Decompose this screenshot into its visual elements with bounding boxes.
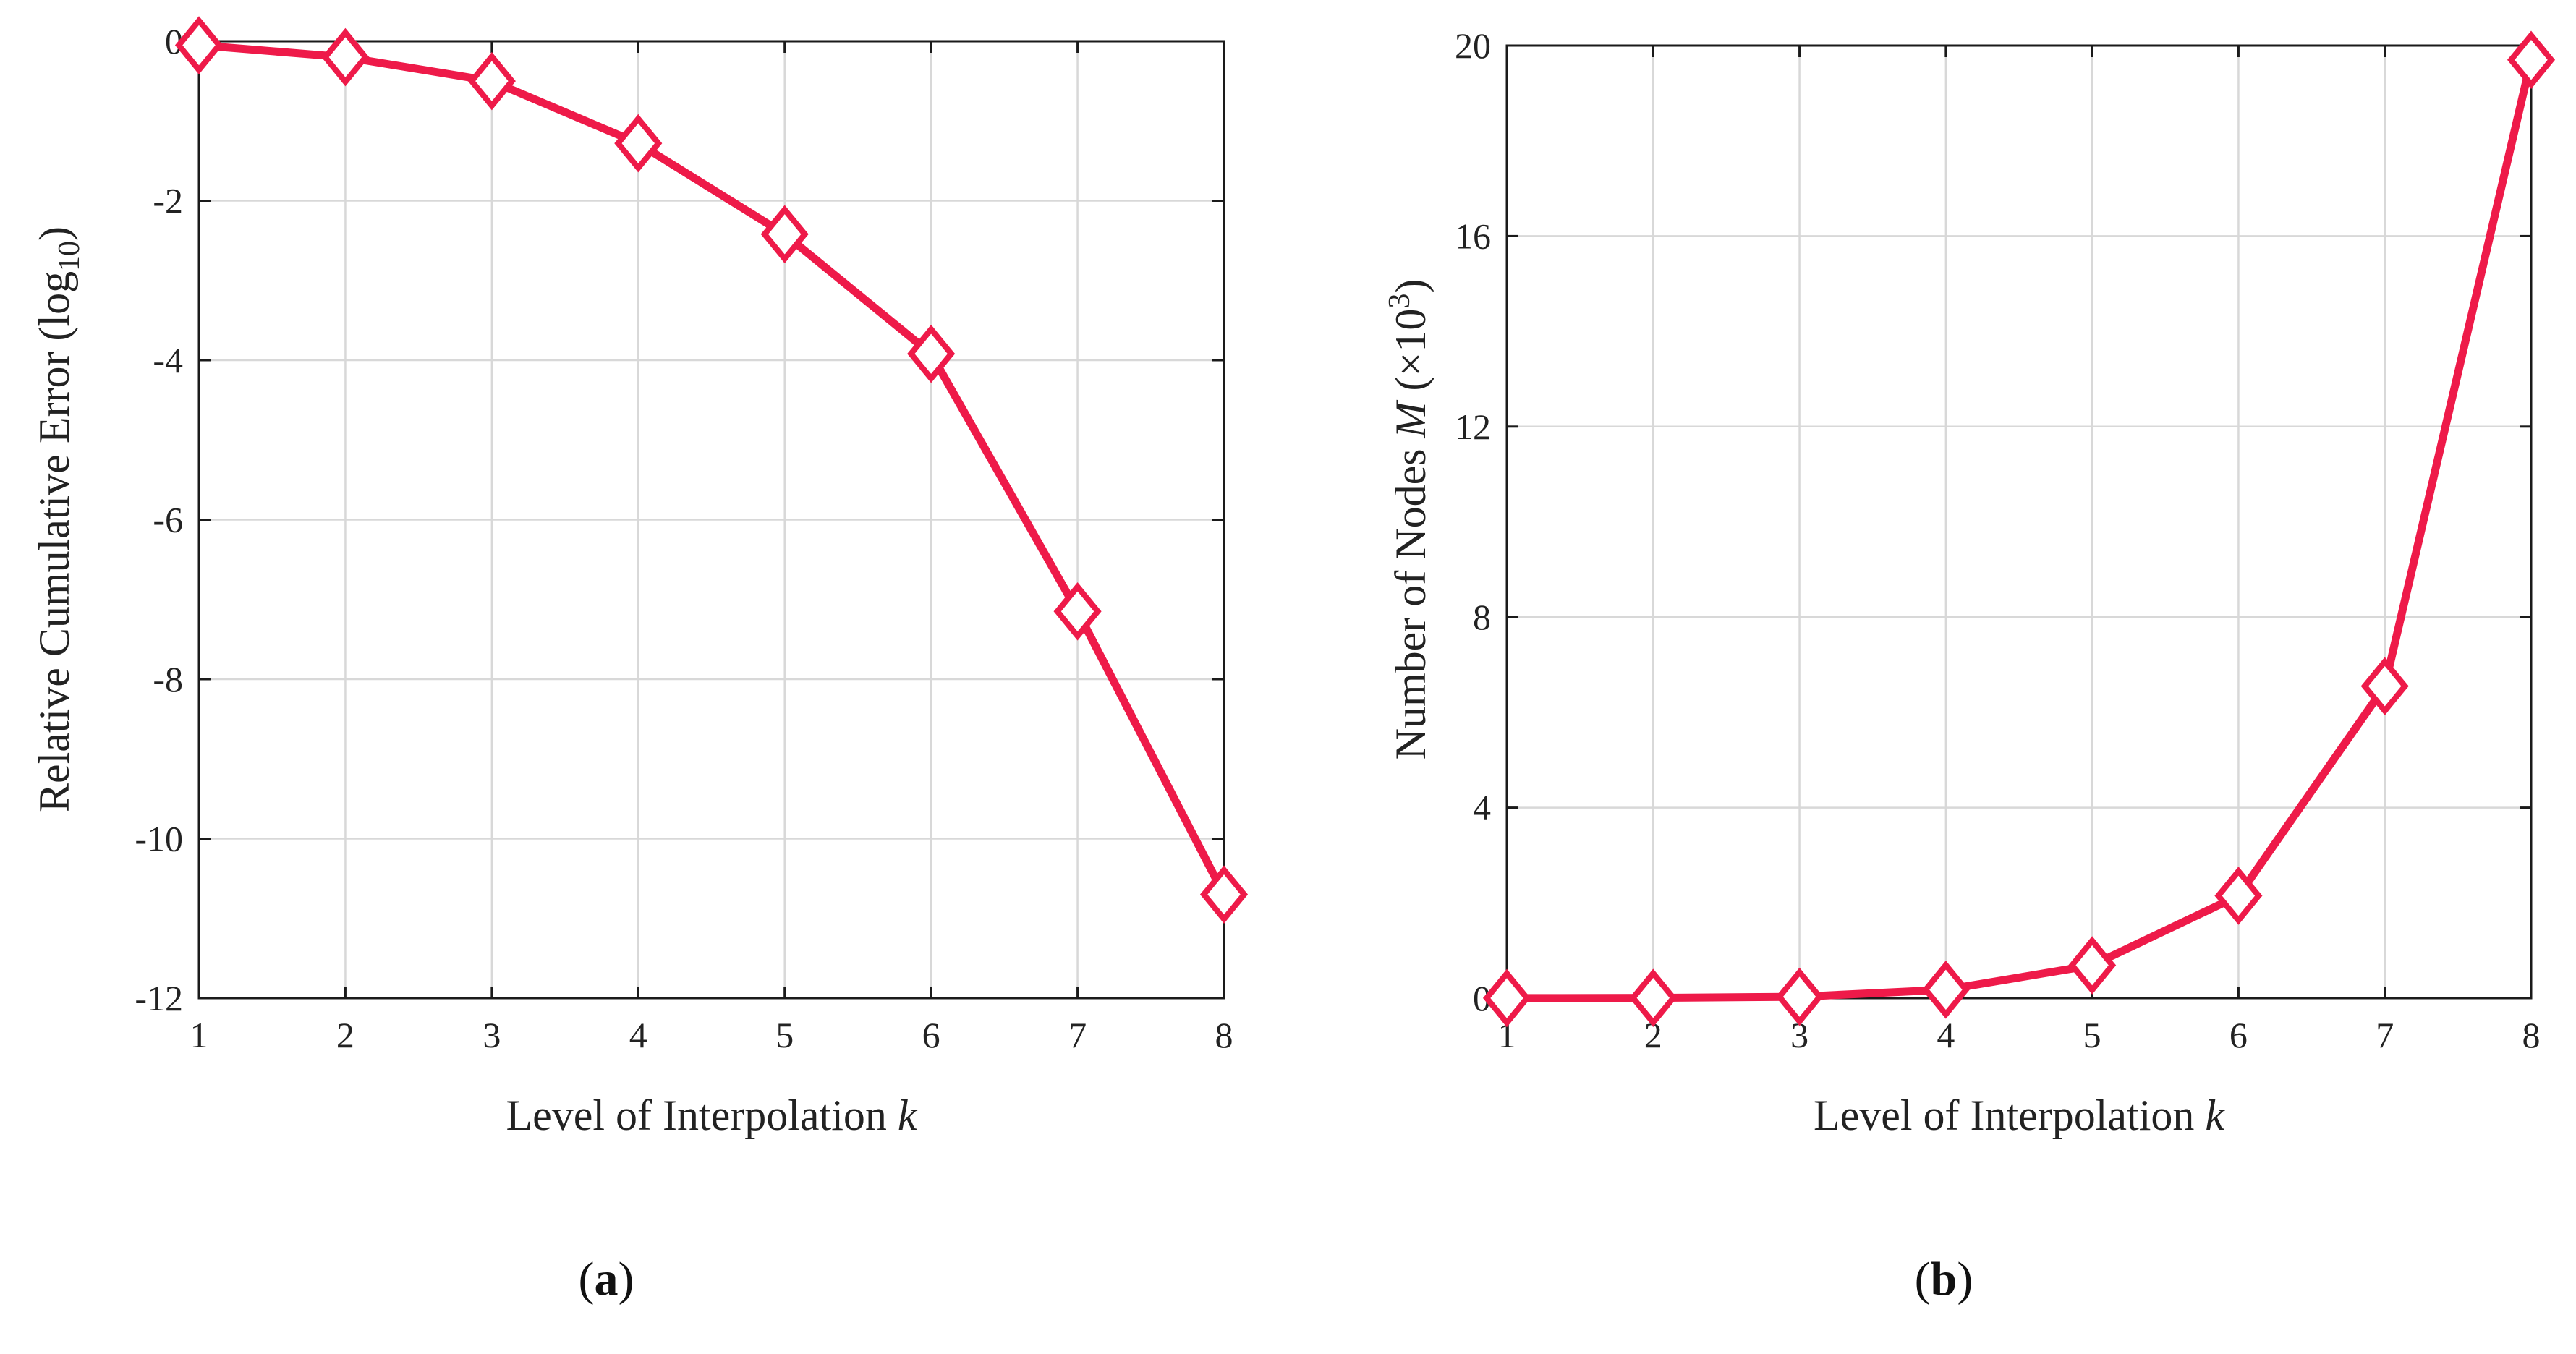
data-point	[321, 27, 370, 87]
data-point	[1482, 968, 1531, 1028]
data-point	[1775, 967, 1824, 1026]
data-point	[907, 324, 956, 383]
y-tick-label: 16	[1455, 216, 1491, 256]
data-point	[1629, 968, 1678, 1027]
x-tick-label: 8	[1215, 1015, 1233, 1055]
x-tick-label: 7	[1068, 1015, 1087, 1055]
x-tick-label: 6	[2229, 1015, 2248, 1055]
y-tick-label: -8	[153, 659, 183, 699]
data-point	[1199, 865, 1249, 924]
series-line	[1502, 56, 2535, 1002]
y-tick-label: 20	[1455, 25, 1491, 66]
data-point	[1921, 961, 1970, 1019]
data-point	[760, 205, 809, 264]
panel-caption: (a)	[579, 1253, 634, 1306]
y-tick-label: 4	[1473, 788, 1491, 828]
data-point	[2507, 30, 2556, 90]
data-point	[614, 114, 663, 173]
y-tick-label: -2	[153, 181, 183, 221]
data-point	[1053, 582, 1102, 641]
data-point	[2360, 657, 2409, 715]
x-tick-label: 5	[2083, 1015, 2101, 1055]
x-tick-label: 6	[922, 1015, 940, 1055]
data-point	[2214, 867, 2263, 925]
y-tick-label: 12	[1455, 406, 1491, 447]
plot-frame	[1505, 44, 2533, 1000]
x-tick-label: 5	[775, 1015, 794, 1055]
x-tick-label: 2	[336, 1015, 354, 1055]
y-axis-title: Relative Cumulative Error (log10)	[30, 226, 86, 812]
y-tick-label: -6	[153, 500, 183, 540]
x-tick-label: 8	[2522, 1015, 2541, 1055]
panel-caption: (b)	[1915, 1253, 1973, 1306]
x-tick-label: 1	[190, 1015, 208, 1055]
series-line	[195, 41, 1228, 899]
x-tick-label: 3	[483, 1015, 501, 1055]
data-point	[467, 51, 516, 111]
y-tick-label: -12	[135, 978, 183, 1018]
x-tick-label: 4	[629, 1015, 647, 1055]
y-tick-label: -4	[153, 340, 183, 380]
y-tick-label: -10	[135, 819, 183, 859]
x-tick-label: 7	[2376, 1015, 2394, 1055]
data-point	[2068, 936, 2117, 995]
y-tick-label: 8	[1473, 597, 1491, 637]
x-axis-title: Level of Interpolation k	[1814, 1091, 2225, 1139]
y-axis-title: Number of Nodes M (×103)	[1383, 279, 1434, 760]
data-point	[174, 16, 224, 74]
x-tick-label: 4	[1937, 1015, 1955, 1055]
x-axis-title: Level of Interpolation k	[506, 1091, 917, 1139]
